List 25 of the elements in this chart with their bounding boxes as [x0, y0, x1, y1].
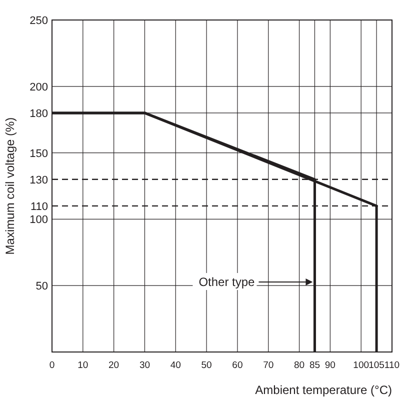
x-tick-label: 40 — [170, 360, 181, 371]
x-tick-label: 50 — [201, 360, 212, 371]
y-tick-label: 100 — [30, 214, 48, 226]
y-tick-label: 250 — [30, 15, 48, 27]
x-tick-label: 70 — [263, 360, 274, 371]
y-axis-title: Maximum coil voltage (%) — [3, 117, 17, 255]
x-tick-label: 30 — [139, 360, 150, 371]
y-tick-label: 150 — [30, 148, 48, 160]
x-tick-label: 80 — [294, 360, 305, 371]
x-tick-label: 0 — [49, 360, 55, 371]
x-tick-label: 105 — [368, 360, 384, 371]
legend-label: Other type — [198, 275, 256, 289]
x-axis-title: Ambient temperature (°C) — [255, 383, 392, 397]
x-tick-label: 60 — [232, 360, 243, 371]
ref-line-label: 110 — [30, 200, 48, 213]
y-tick-label: 200 — [30, 81, 48, 94]
x-tick-label: 85 — [309, 360, 320, 371]
y-tick-label: 50 — [36, 280, 48, 293]
y-tick-label: 180 — [30, 108, 48, 120]
x-tick-label: 20 — [108, 360, 120, 371]
x-tick-label: 100 — [353, 360, 370, 371]
x-tick-label: 110 — [384, 360, 400, 371]
x-tick-label: 10 — [78, 360, 88, 371]
ref-line-label: 130 — [30, 174, 48, 186]
x-tick-label: 90 — [324, 360, 336, 371]
